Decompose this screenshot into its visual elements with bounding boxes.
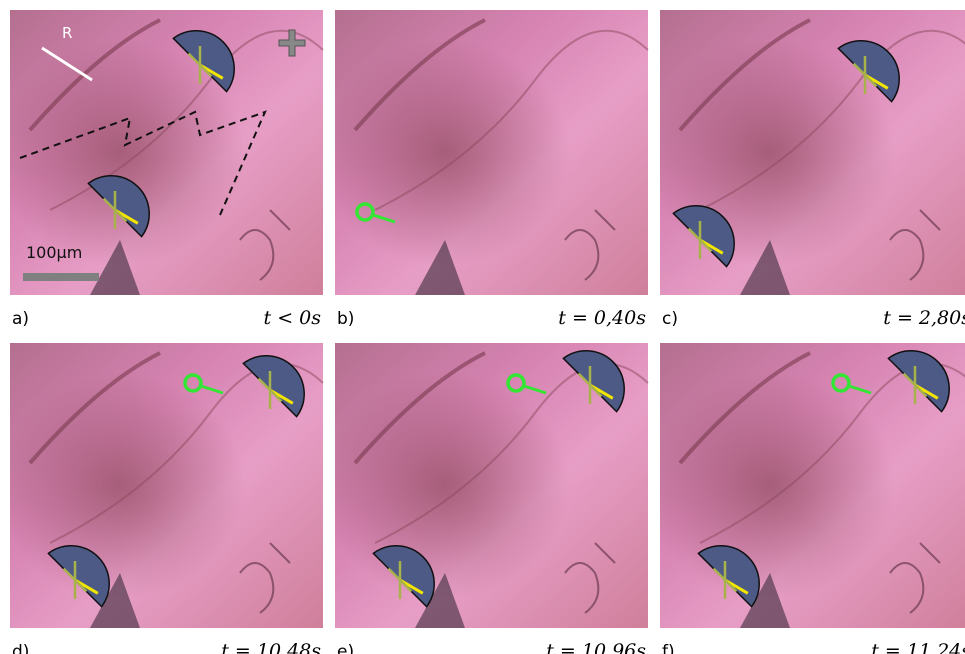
time-stamp: t < 0s — [264, 307, 322, 329]
rotation-label: R — [62, 24, 72, 42]
panel-label: b) — [337, 309, 354, 329]
panel: c) t = 2,80s — [660, 10, 965, 329]
time-stamp: t = 10,48s — [221, 640, 321, 654]
panel-label: f) — [662, 642, 675, 654]
time-stamp: t = 2,80s — [883, 307, 965, 329]
time-stamp: t = 10,96s — [546, 640, 646, 654]
panel: d) t = 10,48s — [10, 343, 323, 654]
time-stamp: t = 11,24s — [871, 640, 965, 654]
panel-label: e) — [337, 642, 354, 654]
panel-label: c) — [662, 309, 678, 329]
panel: f) t = 11,24s — [660, 343, 965, 654]
figure: a) t < 0s b) t = 0,40s c) t = 2,80s d) t = 10,4… — [0, 0, 965, 654]
panel: b) t = 0,40s — [335, 10, 648, 329]
micrograph-shade — [335, 10, 648, 295]
panel: e) t = 10,96s — [335, 343, 648, 654]
panel-label: d) — [12, 642, 29, 654]
scale-label: 100μm — [26, 243, 82, 262]
panel-label: a) — [12, 309, 29, 329]
micrograph-shade — [660, 10, 965, 295]
time-stamp: t = 0,40s — [558, 307, 646, 329]
scale-bar — [23, 273, 99, 281]
